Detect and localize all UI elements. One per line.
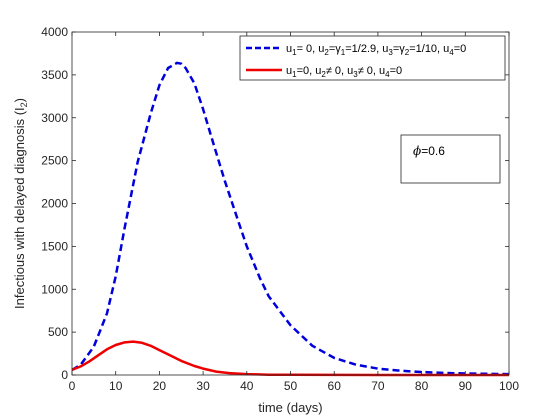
x-tick-label: 40 [240, 379, 254, 393]
y-axis-label-close: ) [12, 98, 27, 102]
y-axis-label-main: Infectious with delayed diagnosis (I [12, 107, 27, 309]
legend-text-part: =1/10, u [409, 43, 449, 55]
y-axis-label: Infectious with delayed diagnosis (I2) [12, 98, 29, 309]
legend-text-part: =0 [454, 43, 467, 55]
x-axis-label: time (days) [258, 400, 322, 415]
legend-text-part: 3 [353, 70, 358, 79]
y-tick-label: 2500 [41, 154, 68, 168]
y-tick-label: 3000 [41, 111, 68, 125]
y-tick-label: 1000 [41, 282, 68, 296]
legend-text-part: u [286, 65, 292, 77]
legend-text-part: 2 [324, 48, 329, 57]
legend: u1= 0, u2=γ1=1/2.9, u3=γ2=1/10, u4=0 u1=… [239, 35, 506, 81]
legend-box [239, 35, 506, 81]
phi-symbol: ϕ [413, 144, 421, 158]
x-tick-label: 10 [109, 379, 123, 393]
x-tick-label: 30 [196, 379, 210, 393]
legend-text-part: =0 [390, 65, 403, 77]
legend-text-part: u [286, 43, 292, 55]
phi-value: =0.6 [421, 144, 445, 158]
x-tick-labels: 0 10 20 30 40 50 60 70 80 90 100 [69, 379, 520, 393]
legend-text-part: 4 [449, 48, 454, 57]
x-tick-label: 20 [153, 379, 167, 393]
legend-text-part: 2 [405, 48, 410, 57]
series-line-1 [71, 61, 510, 376]
annotation-box [400, 134, 501, 184]
x-tick-label: 0 [69, 379, 76, 393]
y-tick-label: 2000 [41, 197, 68, 211]
y-tick-label: 4000 [41, 25, 68, 39]
legend-label-series-2: u1=0, u2≠ 0, u3≠ 0, u4=0 [286, 65, 402, 79]
legend-text-part: 3 [388, 48, 393, 57]
legend-text-part: 1 [341, 48, 346, 57]
x-tick-label: 100 [499, 379, 519, 393]
x-tick-label: 60 [328, 379, 342, 393]
legend-text-part: =γ [329, 43, 341, 55]
x-tick-label: 50 [284, 379, 298, 393]
legend-text-part: 1 [292, 70, 297, 79]
annotation-text: ϕ=0.6 [413, 144, 445, 158]
phi-annotation: ϕ=0.6 [400, 134, 501, 184]
y-tick-label: 1500 [41, 239, 68, 253]
legend-text-part: = 0, u [297, 43, 325, 55]
axes-layer [71, 31, 510, 376]
legend-text-part: =γ [393, 43, 405, 55]
legend-text-part: 2 [321, 70, 326, 79]
x-tick-label: 70 [371, 379, 385, 393]
x-tick-label: 90 [459, 379, 473, 393]
plot-area [72, 32, 509, 375]
legend-text-part: 4 [385, 70, 390, 79]
legend-label-series-1: u1= 0, u2=γ1=1/2.9, u3=γ2=1/10, u4=0 [286, 43, 466, 57]
y-axis-label-subscript: 2 [19, 102, 29, 107]
legend-text-part: =0, u [297, 65, 322, 77]
legend-text-part: ≠ 0, u [326, 65, 353, 77]
legend-text-part: 1 [292, 48, 297, 57]
legend-text-part: =1/2.9, u [345, 43, 388, 55]
y-tick-label: 0 [61, 368, 68, 382]
y-tick-labels: 0 500 1000 1500 2000 2500 3000 3500 4000 [41, 25, 68, 382]
legend-text-part: ≠ 0, u [358, 65, 385, 77]
y-tick-label: 3500 [41, 68, 68, 82]
x-tick-label: 80 [415, 379, 429, 393]
y-tick-label: 500 [48, 325, 68, 339]
